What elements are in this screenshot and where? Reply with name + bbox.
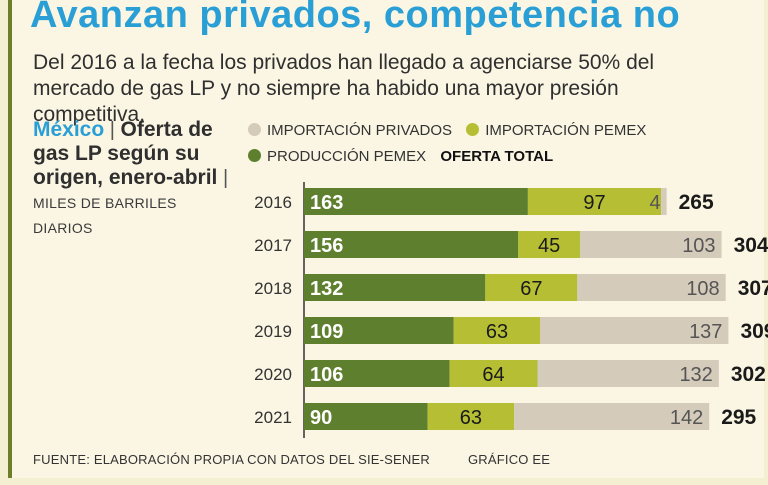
chart-title: Oferta de gas LP según su origen, enero-… — [33, 118, 218, 189]
legend: IMPORTACIÓN PRIVADOS IMPORTACIÓN PEMEX P… — [248, 118, 718, 170]
legend-item-importacion-pemex: IMPORTACIÓN PEMEX — [466, 118, 646, 144]
country-label: México — [33, 118, 105, 141]
legend-dot-importacion-pemex — [466, 123, 480, 136]
bar-segment-produccion-pemex — [304, 188, 528, 215]
subtitle: Del 2016 a la fecha los privados han lle… — [33, 51, 655, 126]
value-label-produccion-pemex: 90 — [310, 407, 332, 429]
bar-segment-importacion-pemex — [527, 188, 662, 215]
total-label: 307 — [738, 277, 768, 300]
headline: Avanzan privados, competencia no — [30, 0, 681, 36]
bar-segment-produccion-pemex — [304, 231, 519, 258]
year-label: 2021 — [254, 408, 292, 427]
bar-segment-importacion-pemex — [453, 317, 541, 344]
total-label: 309 — [740, 320, 768, 343]
legend-item-produccion-pemex: PRODUCCIÓN PEMEX — [248, 144, 426, 170]
value-label-importacion-privados: 132 — [679, 364, 712, 386]
year-label: 2019 — [254, 322, 292, 341]
legend-label: PRODUCCIÓN PEMEX — [267, 148, 427, 165]
value-label-produccion-pemex: 106 — [310, 364, 343, 386]
legend-item-importacion-privados: IMPORTACIÓN PRIVADOS — [248, 118, 452, 144]
value-label-importacion-pemex: 67 — [520, 278, 542, 300]
bar-segment-produccion-pemex — [304, 403, 428, 430]
bar-segment-produccion-pemex — [304, 274, 486, 301]
total-label: 302 — [731, 363, 766, 386]
year-label: 2017 — [254, 236, 292, 255]
value-label-produccion-pemex: 163 — [310, 192, 343, 214]
bar-segment-importacion-privados — [514, 403, 710, 430]
value-label-produccion-pemex: 156 — [310, 235, 343, 257]
units-separator: | — [222, 167, 229, 189]
value-label-importacion-privados: 103 — [682, 235, 715, 257]
chart-side-title: México | Oferta de gas LP según su orige… — [33, 118, 233, 240]
title-separator: | — [109, 119, 115, 141]
legend-oferta-total: OFERTA TOTAL — [440, 148, 554, 165]
bar-segment-importacion-pemex — [449, 360, 538, 387]
bar-segment-importacion-privados — [580, 231, 722, 258]
value-label-importacion-privados: 137 — [689, 321, 722, 343]
graphic-credit: GRÁFICO EE — [468, 452, 551, 467]
legend-label: IMPORTACIÓN PEMEX — [485, 122, 647, 139]
bar-segment-produccion-pemex — [304, 317, 454, 344]
legend-label: IMPORTACIÓN PRIVADOS — [267, 122, 453, 139]
year-label: 2020 — [254, 365, 292, 384]
bar-segment-importacion-pemex — [485, 274, 578, 301]
legend-dot-importacion-privados — [248, 123, 261, 136]
value-label-importacion-privados: 4 — [650, 192, 661, 214]
year-label: 2018 — [254, 279, 292, 298]
source-note: FUENTE: ELABORACIÓN PROPIA CON DATOS DEL… — [33, 452, 430, 467]
bar-segment-produccion-pemex — [304, 360, 450, 387]
value-label-produccion-pemex: 132 — [310, 278, 343, 300]
legend-dot-produccion-pemex — [248, 149, 261, 162]
value-label-produccion-pemex: 109 — [310, 321, 343, 343]
year-label: 2016 — [254, 193, 292, 212]
total-label: 265 — [679, 191, 714, 214]
bar-segment-importacion-privados — [537, 360, 719, 387]
total-label: 304 — [734, 234, 768, 257]
value-label-importacion-pemex: 63 — [486, 321, 508, 343]
value-label-importacion-privados: 108 — [686, 278, 719, 300]
bar-segment-importacion-pemex — [427, 403, 515, 430]
total-label: 295 — [721, 406, 756, 429]
bar-segment-importacion-pemex — [518, 231, 581, 258]
value-label-importacion-pemex: 45 — [538, 235, 560, 257]
value-label-importacion-pemex: 97 — [583, 192, 605, 214]
bar-segment-importacion-privados — [661, 188, 667, 215]
value-label-importacion-pemex: 64 — [482, 364, 504, 386]
value-label-importacion-pemex: 63 — [460, 407, 482, 429]
value-label-importacion-privados: 142 — [670, 407, 703, 429]
bar-segment-importacion-privados — [540, 317, 729, 344]
bar-segment-importacion-privados — [577, 274, 726, 301]
units-label: MILES DE BARRILES DIARIOS — [33, 195, 177, 236]
